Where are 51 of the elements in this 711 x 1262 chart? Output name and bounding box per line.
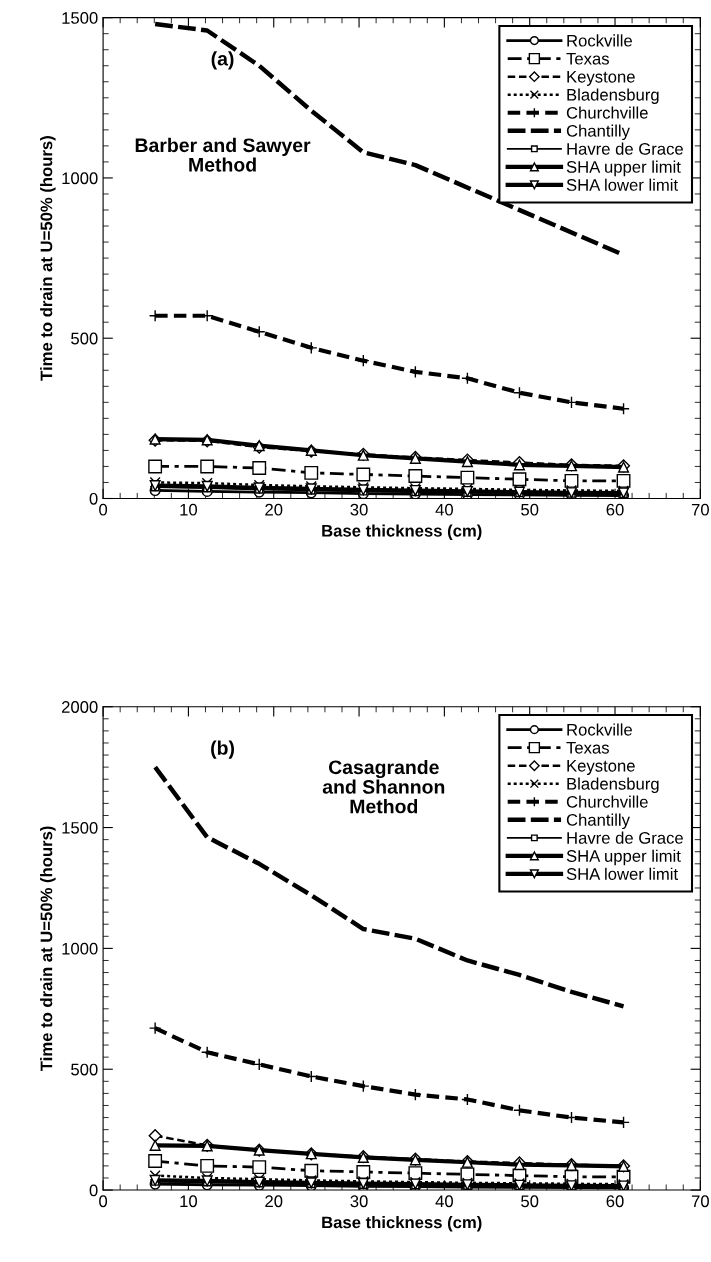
legend-label: Bladensburg — [567, 88, 659, 104]
x-tick-label: 0 — [99, 1195, 108, 1208]
legend-label: Rockville — [567, 723, 632, 736]
legend-label: Churchville — [566, 106, 648, 119]
x-tick-label: 0 — [99, 503, 108, 516]
x-tick-label: 40 — [435, 503, 453, 516]
legend-label: Chantilly — [566, 813, 630, 830]
legend-label: Keystone — [567, 760, 635, 775]
annotation: Barber and Sawyer Method — [135, 137, 311, 172]
legend-label: SHA upper limit — [566, 849, 681, 866]
y-axis-title: Time to drain at U=50% (hours) — [40, 826, 56, 1071]
legend-label: SHA upper limit — [566, 160, 681, 177]
y-tick-label: 0 — [89, 1184, 98, 1197]
x-tick-label: 20 — [265, 503, 283, 516]
x-tick-label: 50 — [521, 503, 539, 516]
legend-label: Keystone — [567, 71, 635, 86]
x-axis-title: Base thickness (cm) — [322, 524, 482, 540]
x-tick-label: 60 — [606, 503, 624, 516]
legend-label: Havre de Grace — [567, 142, 683, 155]
y-tick-label: 1000 — [62, 172, 98, 185]
y-tick-label: 500 — [71, 332, 98, 345]
y-tick-label: 2000 — [62, 701, 98, 713]
x-tick-label: 70 — [691, 503, 709, 516]
x-tick-label: 70 — [691, 1195, 709, 1208]
y-tick-label: 0 — [89, 492, 98, 505]
x-tick-label: 10 — [180, 1195, 198, 1208]
legend-label: SHA lower limit — [566, 178, 678, 191]
legend-label: Churchville — [566, 795, 648, 808]
y-tick-label: 1500 — [62, 821, 98, 834]
x-axis-title: Base thickness (cm) — [322, 1216, 482, 1232]
y-tick-label: 1000 — [62, 942, 98, 955]
annotation: (b) — [211, 740, 234, 759]
legend-label: Havre de Grace — [567, 831, 683, 844]
y-axis-title: Time to drain at U=50% (hours) — [40, 136, 56, 381]
annotation: (a) — [211, 51, 234, 70]
x-tick-label: 60 — [606, 1195, 624, 1208]
legend-label: Chantilly — [566, 124, 630, 141]
legend-label: SHA lower limit — [566, 867, 678, 880]
x-tick-label: 20 — [265, 1195, 283, 1208]
y-tick-label: 500 — [71, 1063, 98, 1076]
legend-label: Texas — [566, 742, 609, 754]
x-tick-label: 30 — [350, 1195, 368, 1208]
x-tick-label: 10 — [180, 503, 198, 516]
legend-label: Rockville — [567, 34, 632, 47]
y-tick-label: 1500 — [62, 12, 98, 24]
annotation: Casagrande and Shannon Method — [322, 759, 445, 814]
legend-label: Bladensburg — [567, 777, 659, 794]
x-tick-label: 50 — [521, 1195, 539, 1208]
legend-label: Texas — [566, 52, 609, 65]
x-tick-label: 30 — [350, 503, 368, 516]
x-tick-label: 40 — [435, 1195, 453, 1208]
